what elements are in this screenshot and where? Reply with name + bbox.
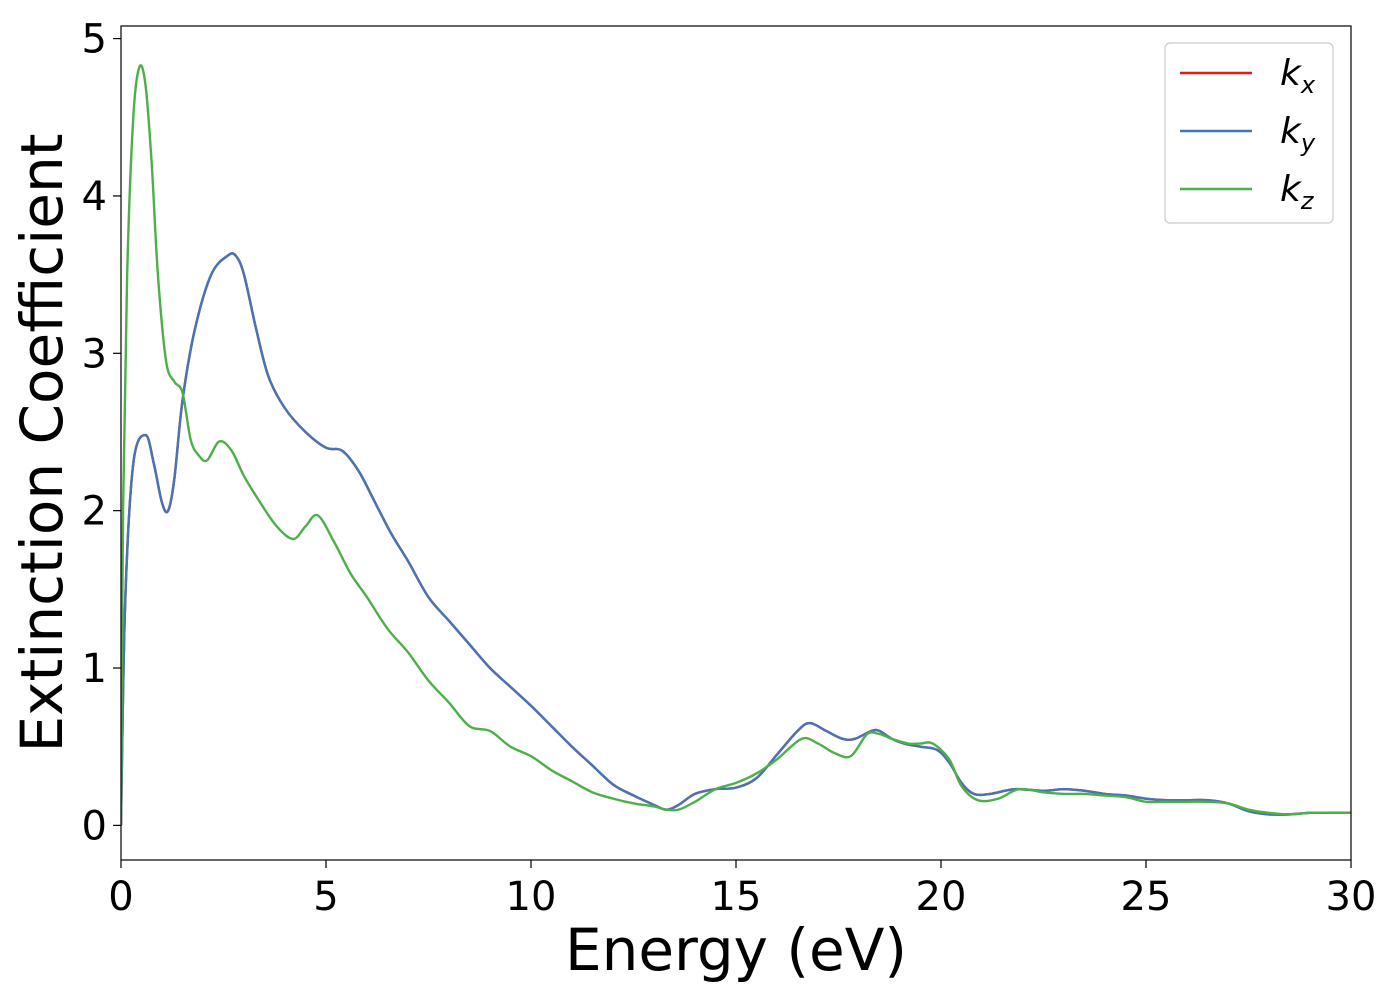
- y-axis-title: Extinction Coefficient: [8, 134, 76, 753]
- legend-box: [1164, 42, 1334, 224]
- series-line-x: [121, 252, 1351, 826]
- series-line-y: [121, 252, 1351, 826]
- y-tick-label: 1: [82, 646, 107, 692]
- series-line-z: [121, 64, 1351, 826]
- x-tick-label: 10: [506, 874, 557, 920]
- legend-label-y: ky: [1280, 111, 1316, 157]
- x-ticks: 0 5 10 15 20 25 30: [108, 860, 1376, 920]
- legend-label-z: kz: [1280, 169, 1315, 215]
- legend-label-x: kx: [1280, 53, 1316, 99]
- y-tick-label: 4: [82, 174, 107, 220]
- x-tick-label: 30: [1326, 874, 1377, 920]
- series-layer: [121, 64, 1351, 826]
- x-axis-title: Energy (eV): [565, 916, 907, 984]
- y-ticks: 0 1 2 3 4 5: [82, 17, 121, 849]
- x-tick-label: 0: [108, 874, 133, 920]
- y-tick-label: 3: [82, 331, 107, 377]
- x-tick-label: 25: [1121, 874, 1172, 920]
- y-tick-label: 5: [82, 17, 107, 63]
- x-tick-label: 15: [711, 874, 762, 920]
- y-tick-label: 2: [82, 489, 107, 535]
- y-tick-label: 0: [82, 803, 107, 849]
- legend: kx ky kz: [1164, 42, 1334, 224]
- x-tick-label: 20: [916, 874, 967, 920]
- x-tick-label: 5: [313, 874, 338, 920]
